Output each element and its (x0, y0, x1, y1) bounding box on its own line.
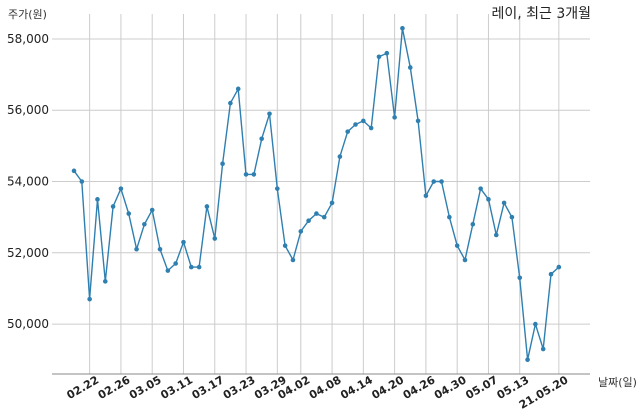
data-point (267, 111, 272, 117)
data-point (431, 179, 437, 184)
data-point (243, 172, 249, 177)
data-point (181, 239, 186, 245)
data-point (478, 186, 483, 191)
data-point (392, 115, 397, 120)
data-point (501, 200, 507, 206)
data-point (345, 129, 351, 134)
data-point (212, 236, 218, 241)
data-point (95, 197, 100, 202)
data-point (423, 193, 429, 199)
x-tick-label: 04.14 (338, 373, 375, 402)
data-point (71, 168, 77, 174)
y-tick-label: 54,000 (7, 175, 49, 189)
data-point (517, 275, 523, 281)
data-point (454, 243, 460, 248)
x-tick-label: 04.08 (307, 373, 344, 402)
data-point (173, 261, 178, 266)
x-tick-label: 03.11 (158, 373, 195, 402)
data-point (251, 172, 257, 177)
data-point (79, 179, 85, 184)
data-point (525, 357, 530, 363)
data-point (102, 279, 108, 284)
data-point (110, 204, 116, 209)
data-point (384, 50, 390, 56)
data-point (556, 264, 562, 270)
series-line (73, 27, 560, 361)
grid (52, 14, 590, 374)
data-point (314, 211, 319, 216)
data-point (439, 179, 444, 184)
data-point (462, 257, 468, 263)
data-point (509, 214, 515, 220)
tick-labels: 50,000 52,000 54,000 56,000 58,000 02.2202.26… (7, 32, 571, 412)
data-point (235, 86, 241, 92)
data-point (353, 122, 358, 127)
x-tick-label: 04.20 (369, 373, 406, 402)
data-point (298, 229, 304, 234)
data-point (157, 246, 163, 252)
data-point (415, 118, 421, 124)
x-tick-label: 02.26 (96, 373, 133, 402)
data-point (533, 321, 538, 327)
series-line-group (73, 27, 560, 361)
data-point (126, 211, 132, 216)
data-point (486, 197, 491, 202)
data-point (407, 65, 413, 70)
x-tick-label: 03.23 (221, 373, 258, 402)
data-point (361, 118, 366, 124)
x-tick-label: 04.26 (401, 373, 438, 402)
x-tick-label: 05.07 (463, 373, 500, 402)
x-tick-label: 02.22 (65, 373, 102, 402)
data-point (220, 161, 225, 167)
y-tick-label: 50,000 (7, 317, 49, 331)
data-point (134, 246, 139, 252)
data-point (329, 200, 335, 206)
data-point (149, 207, 155, 213)
data-point (275, 186, 280, 191)
data-point (165, 268, 171, 273)
data-point (548, 271, 554, 277)
data-point (259, 136, 264, 142)
data-point (337, 154, 343, 159)
data-point (204, 204, 210, 209)
x-tick-label: 03.05 (127, 373, 164, 402)
data-point (306, 218, 311, 224)
data-point (376, 54, 382, 60)
chart-title: 레이, 최근 3개월 (491, 6, 591, 22)
data-point (196, 264, 202, 270)
y-tick-label: 58,000 (7, 32, 49, 46)
data-point (368, 125, 374, 131)
data-point (470, 221, 476, 227)
data-point (118, 186, 124, 191)
x-axis-title: 날짜(일) (598, 375, 637, 389)
y-tick-label: 52,000 (7, 246, 49, 260)
data-point (282, 243, 288, 248)
data-point (290, 257, 296, 263)
x-tick-label: 03.17 (190, 373, 227, 402)
data-point (87, 296, 92, 302)
data-point (493, 232, 499, 238)
data-point (189, 264, 194, 270)
data-point (228, 100, 233, 106)
data-point (142, 221, 147, 227)
data-point (321, 214, 327, 220)
x-tick-label: 04.30 (432, 373, 469, 402)
y-axis-title: 주가(원) (8, 8, 47, 21)
data-point (540, 346, 546, 352)
data-points (71, 25, 562, 363)
data-point (400, 25, 405, 31)
data-point (447, 214, 452, 220)
y-tick-label: 56,000 (7, 103, 49, 117)
